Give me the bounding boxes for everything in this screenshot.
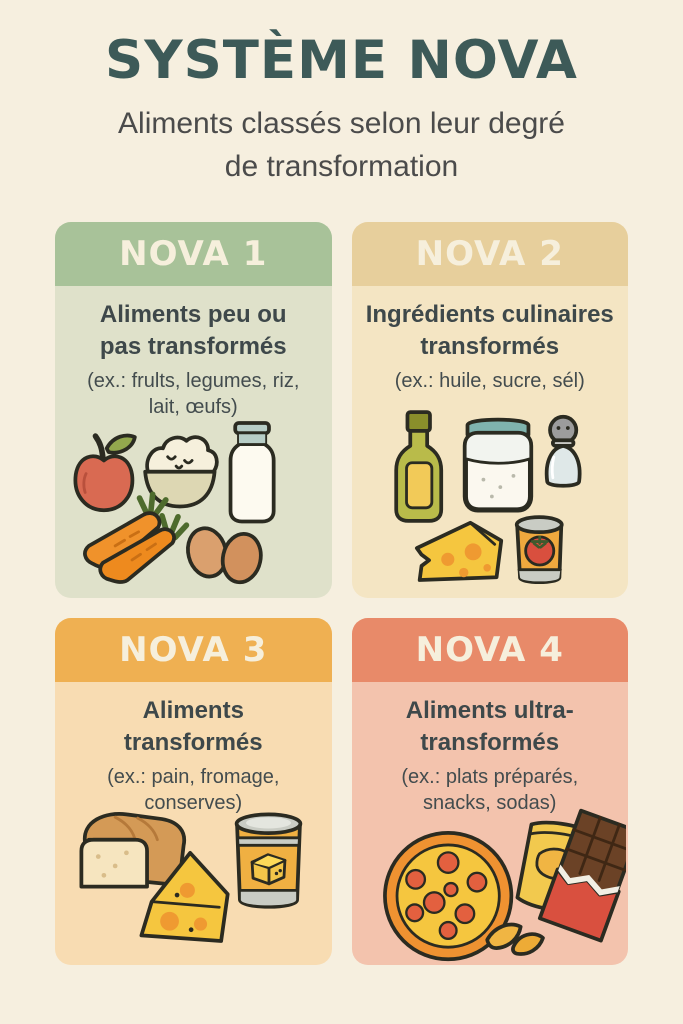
cheese-wedge-icon bbox=[414, 520, 503, 582]
card-nova-1-header: NOVA 1 bbox=[55, 222, 332, 286]
card-nova-1-label: NOVA 1 bbox=[119, 234, 268, 274]
card-nova-2-illustrations bbox=[352, 394, 629, 598]
nova-4-foods-illustration bbox=[382, 808, 626, 962]
card-nova-4-title: Aliments ultra- transformés bbox=[405, 697, 574, 757]
canned-food-icon bbox=[234, 812, 303, 909]
card-nova-1-body: Aliments peu ou pas transformés (ex.: fr… bbox=[55, 286, 332, 598]
bread-loaf-icon bbox=[79, 812, 187, 889]
nova-1-foods-illustration bbox=[73, 421, 276, 585]
card-nova-3-label: NOVA 3 bbox=[119, 630, 268, 670]
card-nova-3-body: Aliments transformés (ex.: pain, fromage… bbox=[55, 682, 332, 965]
card-nova-3-illustrations bbox=[55, 812, 332, 965]
pizza-icon bbox=[382, 830, 513, 962]
card-nova-2-examples: (ex.: huile, sucre, sél) bbox=[394, 369, 585, 392]
eggs-icon bbox=[186, 526, 263, 585]
card-nova-3-title: Aliments transformés bbox=[123, 697, 263, 757]
apple-icon bbox=[73, 433, 137, 513]
carrots-icon bbox=[83, 491, 190, 584]
card-nova-4-examples: (ex.: plats préparés, snacks, sodas) bbox=[401, 765, 579, 814]
cheese-wedge-icon bbox=[139, 850, 230, 943]
card-nova-1-illustrations bbox=[55, 420, 332, 598]
card-nova-3-header: NOVA 3 bbox=[55, 618, 332, 682]
card-nova-2-title: Ingrédients culinaires transformés bbox=[365, 301, 614, 361]
card-nova-3: NOVA 3 Aliments transformés (ex.: pain, … bbox=[55, 618, 332, 965]
card-nova-4-header: NOVA 4 bbox=[351, 618, 628, 682]
tomato-can-icon bbox=[514, 515, 564, 584]
card-nova-2: NOVA 2 Ingrédients culinaires transformé… bbox=[351, 222, 629, 598]
nova-grid: NOVA 1 Aliments peu ou pas transformés (… bbox=[55, 222, 628, 965]
chips-icon bbox=[485, 922, 545, 956]
nova-2-foods-illustration bbox=[394, 410, 582, 584]
card-nova-1: NOVA 1 Aliments peu ou pas transformés (… bbox=[55, 222, 332, 598]
card-nova-2-label: NOVA 2 bbox=[415, 234, 564, 274]
nova-3-foods-illustration bbox=[79, 812, 303, 943]
oil-bottle-icon bbox=[394, 410, 443, 523]
sugar-jar-icon bbox=[462, 417, 533, 513]
salt-shaker-icon bbox=[544, 414, 582, 488]
page-subtitle: Aliments classés selon leur degré de tra… bbox=[118, 107, 565, 183]
card-nova-4-label: NOVA 4 bbox=[415, 630, 564, 670]
card-nova-4-body: Aliments ultra- transformés (ex.: plats … bbox=[352, 682, 629, 965]
card-nova-2-header: NOVA 2 bbox=[351, 222, 628, 286]
rice-bowl-icon bbox=[143, 435, 219, 509]
card-nova-4: NOVA 4 Aliments ultra- transformés (ex.:… bbox=[351, 618, 629, 965]
card-nova-4-illustrations bbox=[352, 808, 629, 965]
milk-bottle-icon bbox=[228, 421, 276, 524]
page-title: SYSTÈME NOVA bbox=[105, 30, 578, 91]
chocolate-bar-icon bbox=[537, 808, 626, 943]
card-nova-1-examples: (ex.: frults, legumes, riz, lait, œufs) bbox=[87, 369, 300, 418]
card-nova-2-body: Ingrédients culinaires transformés (ex.:… bbox=[352, 286, 629, 598]
card-nova-1-title: Aliments peu ou pas transformés bbox=[99, 301, 287, 361]
card-nova-3-examples: (ex.: pain, fromage, conserves) bbox=[107, 765, 280, 814]
